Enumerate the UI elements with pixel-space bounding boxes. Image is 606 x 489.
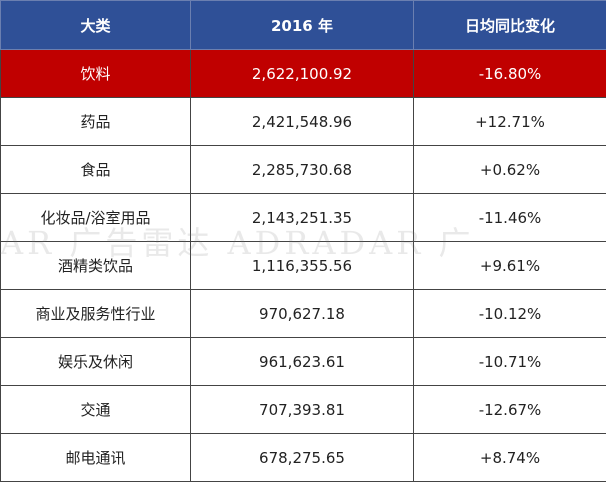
table-cell: 707,393.81: [190, 385, 414, 434]
table-cell: 2,421,548.96: [190, 97, 414, 146]
table-cell: -10.71%: [413, 337, 606, 386]
table-cell: -11.46%: [413, 193, 606, 242]
table-cell: 2,622,100.92: [190, 49, 414, 98]
table-cell: 食品: [0, 145, 191, 194]
header-cell: 日均同比变化: [413, 0, 606, 50]
table-cell: 化妆品/浴室用品: [0, 193, 191, 242]
table-row: 酒精类饮品 1,116,355.56 +9.61%: [0, 241, 606, 290]
table-row: 化妆品/浴室用品 2,143,251.35 -11.46%: [0, 193, 606, 242]
table-cell: 邮电通讯: [0, 433, 191, 482]
table-row: 交通 707,393.81 -12.67%: [0, 385, 606, 434]
table-cell: 药品: [0, 97, 191, 146]
table-cell: 961,623.61: [190, 337, 414, 386]
header-cell: 大类: [0, 0, 191, 50]
table-cell: 交通: [0, 385, 191, 434]
table-cell: +0.62%: [413, 145, 606, 194]
header-row: 大类 2016 年日均同比变化: [0, 0, 606, 50]
table-row: 商业及服务性行业 970,627.18 -10.12%: [0, 289, 606, 338]
table-cell: 678,275.65: [190, 433, 414, 482]
table-row: 邮电通讯 678,275.65 +8.74%: [0, 433, 606, 482]
table-cell: 娱乐及休闲: [0, 337, 191, 386]
table-cell: 商业及服务性行业: [0, 289, 191, 338]
table-row: 药品 2,421,548.96 +12.71%: [0, 97, 606, 146]
table-body: 饮料 2,622,100.92 -16.80% 药品 2,421,548.96 +12.7…: [0, 49, 606, 482]
table-cell: +12.71%: [413, 97, 606, 146]
table-cell: 酒精类饮品: [0, 241, 191, 290]
table-cell: +9.61%: [413, 241, 606, 290]
table-cell: 2,285,730.68: [190, 145, 414, 194]
table-cell: 1,116,355.56: [190, 241, 414, 290]
table-cell: +8.74%: [413, 433, 606, 482]
table-cell: 2,143,251.35: [190, 193, 414, 242]
table-cell: -12.67%: [413, 385, 606, 434]
header-cell: 2016 年: [190, 0, 414, 50]
table-cell: -10.12%: [413, 289, 606, 338]
table-cell: 饮料: [0, 49, 191, 98]
table-cell: -16.80%: [413, 49, 606, 98]
table-row: 娱乐及休闲 961,623.61 -10.71%: [0, 337, 606, 386]
table-cell: 970,627.18: [190, 289, 414, 338]
table-row: 食品 2,285,730.68 +0.62%: [0, 145, 606, 194]
table-row: 饮料 2,622,100.92 -16.80%: [0, 49, 606, 98]
